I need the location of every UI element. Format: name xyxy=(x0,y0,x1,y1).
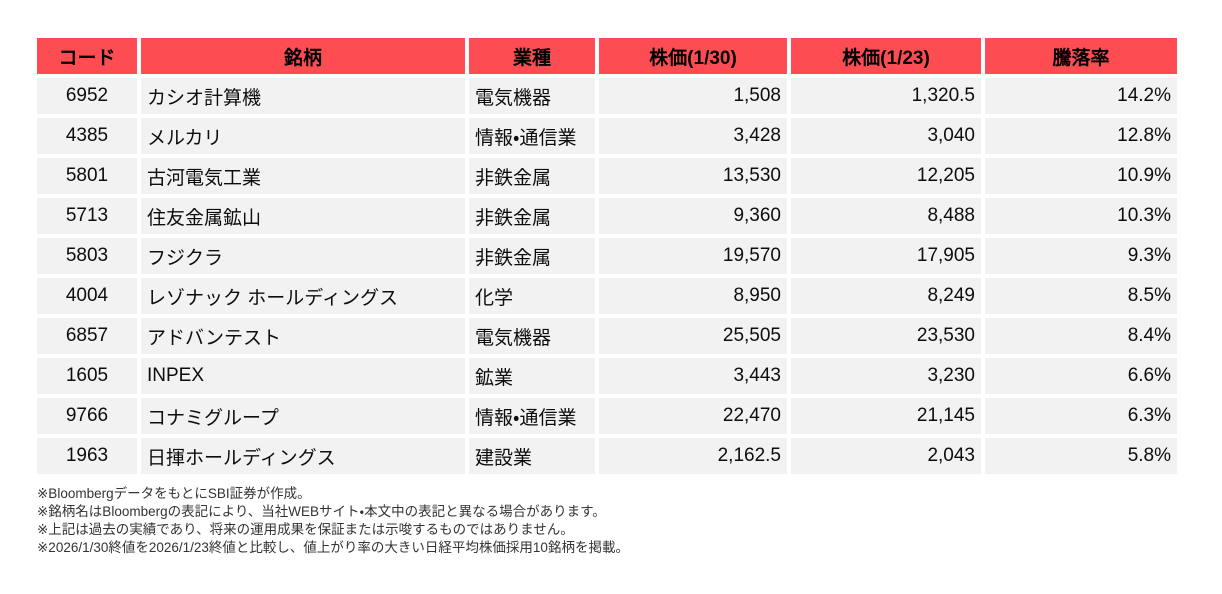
footnote: ※BloombergデータをもとにSBI証券が作成。 xyxy=(37,486,311,501)
column-header-industry: 業種 xyxy=(469,38,595,74)
table-row: 1963 日揮ホールディングス 建設業 2,162.5 2,043 5.8% xyxy=(37,438,1177,474)
cell-name: INPEX xyxy=(141,358,465,394)
cell-change: 8.5% xyxy=(985,278,1177,314)
cell-price-0130: 25,505 xyxy=(599,318,787,354)
cell-industry: 非鉄金属 xyxy=(469,198,595,234)
cell-industry: 建設業 xyxy=(469,438,595,474)
cell-code: 1605 xyxy=(37,358,137,394)
table-row: 5803 フジクラ 非鉄金属 19,570 17,905 9.3% xyxy=(37,238,1177,274)
cell-price-0130: 13,530 xyxy=(599,158,787,194)
column-header-code: コード xyxy=(37,38,137,74)
cell-industry: 電気機器 xyxy=(469,318,595,354)
cell-code: 4004 xyxy=(37,278,137,314)
cell-code: 6857 xyxy=(37,318,137,354)
cell-code: 5801 xyxy=(37,158,137,194)
cell-change: 9.3% xyxy=(985,238,1177,274)
cell-change: 14.2% xyxy=(985,78,1177,114)
cell-industry: 情報・通信業 xyxy=(469,118,595,154)
cell-code: 5713 xyxy=(37,198,137,234)
footnotes: ※BloombergデータをもとにSBI証券が作成。 ※銘柄名はBloomberg… xyxy=(37,485,1222,557)
footnote: ※2026/1/30終値を2026/1/23終値と比較し、値上がり率の大きい日経… xyxy=(37,540,629,555)
cell-industry: 鉱業 xyxy=(469,358,595,394)
cell-price-0130: 22,470 xyxy=(599,398,787,434)
stocks-table: コード 銘柄 業種 株価(1/30) 株価(1/23) 騰落率 6952 カシオ計算機 電気機… xyxy=(33,34,1181,478)
cell-change: 12.8% xyxy=(985,118,1177,154)
footnote: ※銘柄名はBloombergの表記により、当社WEBサイト・本文中の表記と異なる… xyxy=(37,504,606,519)
cell-code: 4385 xyxy=(37,118,137,154)
cell-change: 5.8% xyxy=(985,438,1177,474)
cell-code: 6952 xyxy=(37,78,137,114)
cell-name: メルカリ xyxy=(141,118,465,154)
cell-price-0123: 8,488 xyxy=(791,198,981,234)
cell-name: 日揮ホールディングス xyxy=(141,438,465,474)
table-row: 5801 古河電気工業 非鉄金属 13,530 12,205 10.9% xyxy=(37,158,1177,194)
cell-price-0123: 23,530 xyxy=(791,318,981,354)
table-wrap: コード 銘柄 業種 株価(1/30) 株価(1/23) 騰落率 6952 カシオ計算機 電気機… xyxy=(33,34,1181,478)
cell-industry: 非鉄金属 xyxy=(469,238,595,274)
cell-price-0123: 12,205 xyxy=(791,158,981,194)
cell-price-0123: 2,043 xyxy=(791,438,981,474)
table-row: 6857 アドバンテスト 電気機器 25,505 23,530 8.4% xyxy=(37,318,1177,354)
table-body: 6952 カシオ計算機 電気機器 1,508 1,320.5 14.2% 4385 メルカリ情… xyxy=(37,78,1177,474)
table-row: 9766 コナミグループ 情報・通信業 22,470 21,145 6.3% xyxy=(37,398,1177,434)
cell-name: カシオ計算機 xyxy=(141,78,465,114)
table-row: 4004 レゾナック ホールディングス 化学 8,950 8,249 8.5% xyxy=(37,278,1177,314)
cell-price-0130: 19,570 xyxy=(599,238,787,274)
header-row: コード 銘柄 業種 株価(1/30) 株価(1/23) 騰落率 xyxy=(37,38,1177,74)
cell-industry: 非鉄金属 xyxy=(469,158,595,194)
cell-industry: 化学 xyxy=(469,278,595,314)
cell-price-0130: 9,360 xyxy=(599,198,787,234)
cell-industry: 情報・通信業 xyxy=(469,398,595,434)
column-header-price_0130: 株価(1/30) xyxy=(599,38,787,74)
cell-price-0130: 3,428 xyxy=(599,118,787,154)
column-header-change: 騰落率 xyxy=(985,38,1177,74)
cell-change: 10.9% xyxy=(985,158,1177,194)
column-header-name: 銘柄 xyxy=(141,38,465,74)
cell-name: アドバンテスト xyxy=(141,318,465,354)
cell-name: 住友金属鉱山 xyxy=(141,198,465,234)
cell-name: コナミグループ xyxy=(141,398,465,434)
column-header-price_0123: 株価(1/23) xyxy=(791,38,981,74)
cell-name: フジクラ xyxy=(141,238,465,274)
footnote: ※上記は過去の実績であり、将来の運用成果を保証または示唆するものではありません。 xyxy=(37,522,574,537)
cell-price-0123: 17,905 xyxy=(791,238,981,274)
cell-name: 古河電気工業 xyxy=(141,158,465,194)
cell-code: 9766 xyxy=(37,398,137,434)
cell-price-0123: 3,040 xyxy=(791,118,981,154)
cell-price-0123: 3,230 xyxy=(791,358,981,394)
table-row: 4385 メルカリ 情報・通信業 3,428 3,040 12.8% xyxy=(37,118,1177,154)
cell-industry: 電気機器 xyxy=(469,78,595,114)
table-row: 1605 INPEX 鉱業 3,443 3,230 6.6% xyxy=(37,358,1177,394)
table-row: 6952 カシオ計算機 電気機器 1,508 1,320.5 14.2% xyxy=(37,78,1177,114)
cell-price-0130: 1,508 xyxy=(599,78,787,114)
cell-change: 8.4% xyxy=(985,318,1177,354)
cell-price-0130: 8,950 xyxy=(599,278,787,314)
cell-name: レゾナック ホールディングス xyxy=(141,278,465,314)
table-row: 5713 住友金属鉱山 非鉄金属 9,360 8,488 10.3% xyxy=(37,198,1177,234)
cell-change: 10.3% xyxy=(985,198,1177,234)
cell-code: 1963 xyxy=(37,438,137,474)
cell-price-0123: 1,320.5 xyxy=(791,78,981,114)
cell-price-0123: 8,249 xyxy=(791,278,981,314)
cell-code: 5803 xyxy=(37,238,137,274)
cell-change: 6.3% xyxy=(985,398,1177,434)
cell-change: 6.6% xyxy=(985,358,1177,394)
cell-price-0130: 3,443 xyxy=(599,358,787,394)
cell-price-0123: 21,145 xyxy=(791,398,981,434)
cell-price-0130: 2,162.5 xyxy=(599,438,787,474)
